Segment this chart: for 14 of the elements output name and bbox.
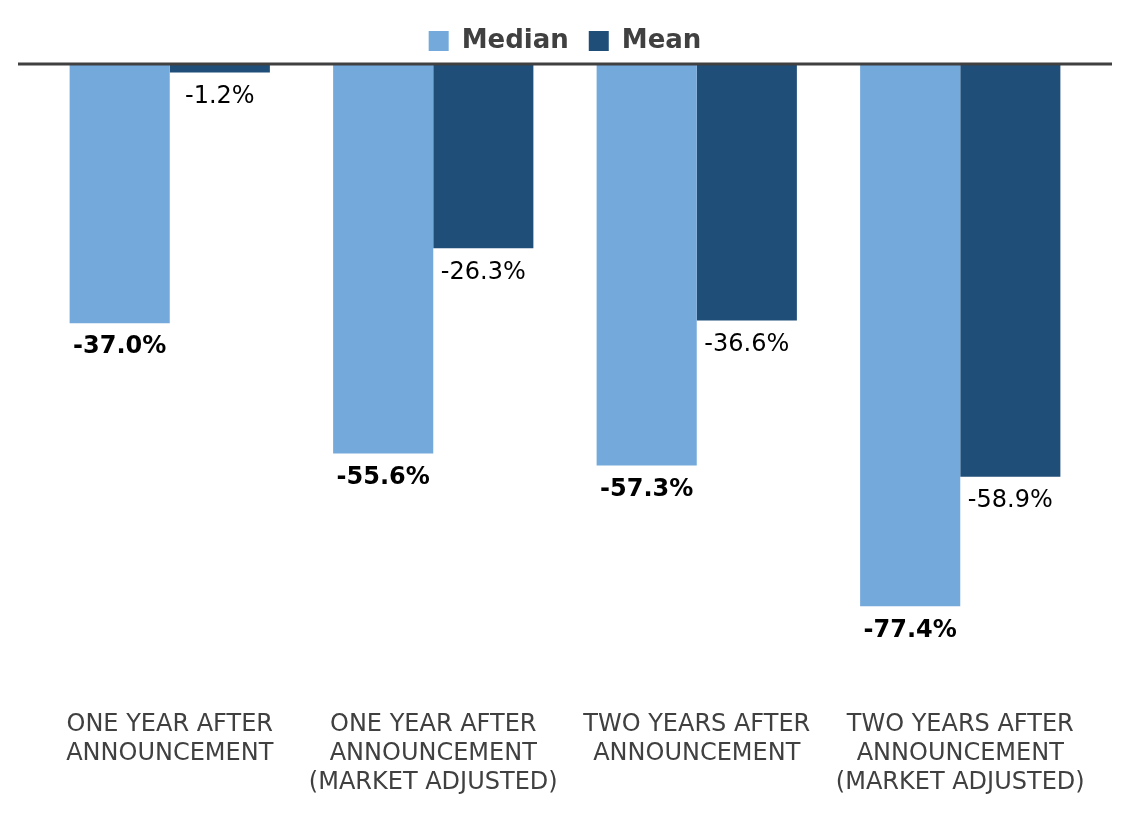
legend-label: Median bbox=[461, 23, 569, 54]
data-label: -26.3% bbox=[440, 256, 526, 285]
data-label: -55.6% bbox=[336, 461, 430, 490]
x-tick-label: ONE YEAR AFTER ANNOUNCEMENT (MARKET ADJUSTED) bbox=[308, 709, 558, 795]
data-label: -57.3% bbox=[600, 473, 694, 502]
x-tick-label: TWO YEARS AFTER ANNOUNCEMENT (MARKET ADJUSTED) bbox=[835, 709, 1085, 795]
legend-label: Mean bbox=[621, 23, 702, 54]
x-tick-label: ONE YEAR AFTER ANNOUNCEMENT bbox=[66, 709, 274, 767]
data-label: -77.4% bbox=[863, 614, 957, 643]
x-tick-label: TWO YEARS AFTER ANNOUNCEMENT bbox=[582, 709, 811, 767]
data-label: -36.6% bbox=[704, 328, 790, 357]
data-label: -58.9% bbox=[967, 484, 1053, 513]
data-label: -37.0% bbox=[73, 331, 167, 360]
data-label: -1.2% bbox=[184, 80, 255, 109]
